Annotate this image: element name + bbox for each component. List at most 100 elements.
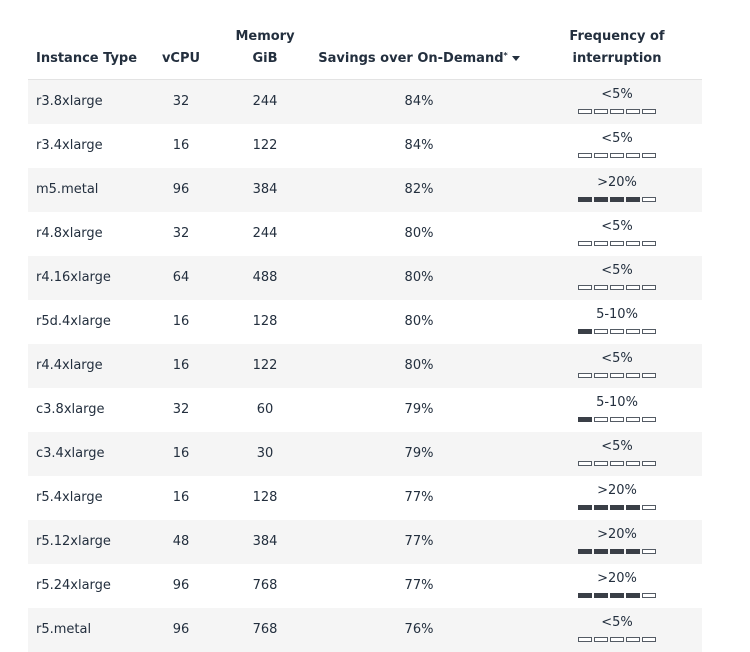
meter-segment xyxy=(642,108,656,114)
frequency-cell: <5% xyxy=(532,211,702,256)
frequency-label: <5% xyxy=(601,438,633,454)
header-vcpu[interactable]: vCPU xyxy=(138,12,224,80)
memory-cell: 60 xyxy=(224,387,306,432)
savings-cell: 80% xyxy=(306,299,532,344)
vcpu-cell: 32 xyxy=(138,79,224,124)
memory-cell: 122 xyxy=(224,123,306,168)
meter-segment xyxy=(578,460,592,466)
frequency-cell: >20% xyxy=(532,167,702,212)
meter-segment xyxy=(626,636,640,642)
table-row: r5d.4xlarge 16 128 80% 5-10% xyxy=(28,299,702,344)
savings-cell: 80% xyxy=(306,343,532,388)
header-frequency-label-line1: Frequency of xyxy=(569,29,665,44)
savings-cell: 77% xyxy=(306,563,532,608)
vcpu-cell: 16 xyxy=(138,343,224,388)
meter-segment xyxy=(578,548,592,554)
vcpu-cell: 16 xyxy=(138,123,224,168)
meter-segment xyxy=(594,504,608,510)
interruption-meter xyxy=(578,372,656,378)
meter-segment xyxy=(594,636,608,642)
interruption-meter xyxy=(578,108,656,114)
instance-type-cell: r4.16xlarge xyxy=(28,255,138,300)
table-row: r4.4xlarge 16 122 80% <5% xyxy=(28,343,702,388)
meter-segment xyxy=(642,328,656,334)
meter-segment xyxy=(578,152,592,158)
meter-segment xyxy=(626,284,640,290)
memory-cell: 244 xyxy=(224,211,306,256)
meter-segment xyxy=(626,416,640,422)
meter-segment xyxy=(610,372,624,378)
table-row: m5.metal 96 384 82% >20% xyxy=(28,167,702,212)
meter-segment xyxy=(626,592,640,598)
meter-segment xyxy=(610,548,624,554)
instance-type-cell: r5d.4xlarge xyxy=(28,299,138,344)
frequency-cell: <5% xyxy=(532,255,702,300)
savings-cell: 84% xyxy=(306,123,532,168)
instance-type-cell: r3.4xlarge xyxy=(28,123,138,168)
meter-segment xyxy=(594,372,608,378)
meter-segment xyxy=(578,372,592,378)
frequency-label: <5% xyxy=(601,262,633,278)
meter-segment xyxy=(610,284,624,290)
meter-segment xyxy=(578,636,592,642)
frequency-cell: >20% xyxy=(532,563,702,608)
header-instance-type-label: Instance Type xyxy=(36,51,138,66)
instance-type-cell: r5.metal xyxy=(28,607,138,652)
frequency-label: <5% xyxy=(601,86,633,102)
header-memory-label-line2: GiB xyxy=(252,51,278,66)
meter-segment xyxy=(610,416,624,422)
meter-segment xyxy=(626,548,640,554)
savings-cell: 84% xyxy=(306,79,532,124)
table-row: r4.16xlarge 64 488 80% <5% xyxy=(28,255,702,300)
memory-cell: 128 xyxy=(224,299,306,344)
sort-descending-icon[interactable] xyxy=(511,56,520,61)
frequency-label: <5% xyxy=(601,614,633,630)
table-header: Instance Type vCPU Memory GiB Savings ove… xyxy=(28,12,702,80)
meter-segment xyxy=(626,328,640,334)
meter-segment xyxy=(642,504,656,510)
vcpu-cell: 48 xyxy=(138,519,224,564)
meter-segment xyxy=(642,196,656,202)
frequency-cell: <5% xyxy=(532,79,702,124)
meter-segment xyxy=(642,284,656,290)
interruption-meter xyxy=(578,328,656,334)
interruption-meter xyxy=(578,592,656,598)
meter-segment xyxy=(610,240,624,246)
meter-segment xyxy=(578,504,592,510)
instance-table: Instance Type vCPU Memory GiB Savings ove… xyxy=(28,12,702,652)
frequency-label: >20% xyxy=(597,174,637,190)
table-row: r4.8xlarge 32 244 80% <5% xyxy=(28,211,702,256)
vcpu-cell: 32 xyxy=(138,387,224,432)
header-savings[interactable]: Savings over On-Demand* xyxy=(306,12,532,80)
header-frequency[interactable]: Frequency of interruption xyxy=(532,12,702,80)
table-row: r5.24xlarge 96 768 77% >20% xyxy=(28,563,702,608)
meter-segment xyxy=(642,460,656,466)
memory-cell: 128 xyxy=(224,475,306,520)
meter-segment xyxy=(610,460,624,466)
savings-cell: 77% xyxy=(306,519,532,564)
header-memory[interactable]: Memory GiB xyxy=(224,12,306,80)
meter-segment xyxy=(626,196,640,202)
header-instance-type[interactable]: Instance Type xyxy=(28,12,138,80)
meter-segment xyxy=(626,240,640,246)
vcpu-cell: 96 xyxy=(138,167,224,212)
meter-segment xyxy=(594,328,608,334)
meter-segment xyxy=(610,152,624,158)
savings-cell: 76% xyxy=(306,607,532,652)
savings-cell: 79% xyxy=(306,431,532,476)
meter-segment xyxy=(578,416,592,422)
meter-segment xyxy=(642,240,656,246)
meter-segment xyxy=(578,592,592,598)
vcpu-cell: 32 xyxy=(138,211,224,256)
instance-type-cell: r3.8xlarge xyxy=(28,79,138,124)
interruption-meter xyxy=(578,460,656,466)
table-row: r3.4xlarge 16 122 84% <5% xyxy=(28,123,702,168)
memory-cell: 768 xyxy=(224,607,306,652)
meter-segment xyxy=(594,240,608,246)
meter-segment xyxy=(642,592,656,598)
frequency-label: <5% xyxy=(601,130,633,146)
frequency-cell: 5-10% xyxy=(532,299,702,344)
memory-cell: 384 xyxy=(224,167,306,212)
meter-segment xyxy=(626,372,640,378)
